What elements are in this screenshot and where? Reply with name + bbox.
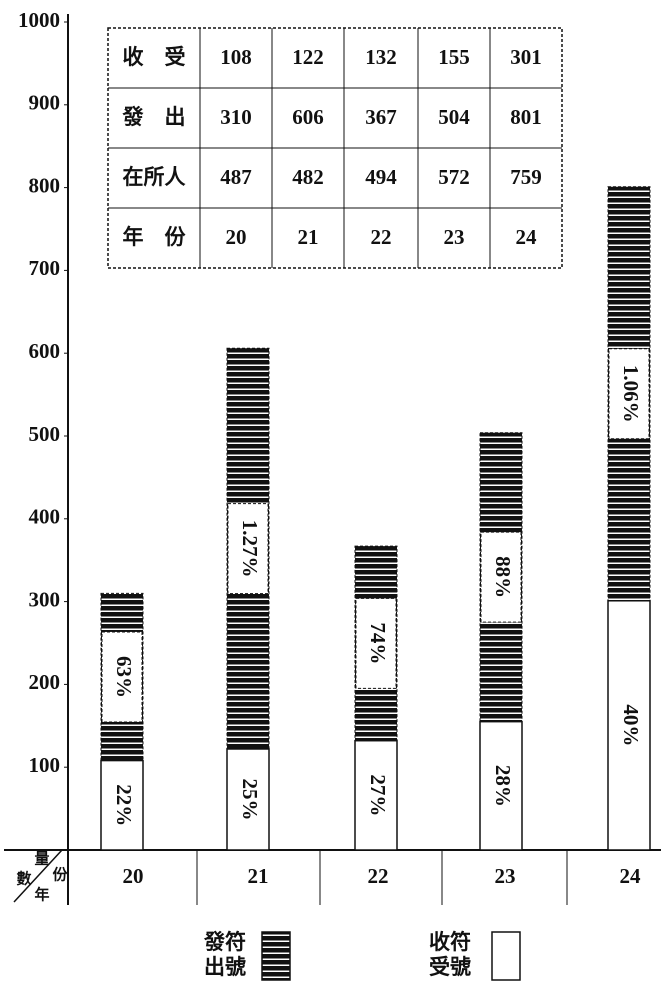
x-tick-label: 23 (495, 864, 516, 888)
ratio-label: 88% (491, 556, 515, 598)
y-tick-label: 700 (29, 256, 61, 280)
table-cell: 310 (220, 105, 252, 129)
bar (607, 600, 651, 851)
bar (479, 720, 523, 851)
table-cell: 759 (510, 165, 542, 189)
ratio-window (355, 597, 397, 689)
ratio-window (480, 531, 522, 623)
corner-label: 數 (16, 869, 31, 887)
y-tick-label: 600 (29, 339, 61, 363)
ratio-window (608, 348, 650, 440)
ratio-window (227, 503, 269, 595)
table-cell: 487 (220, 165, 252, 189)
y-tick-label: 100 (29, 753, 61, 777)
y-tick-label: 400 (29, 505, 61, 529)
ratio-label: 1.06% (619, 365, 643, 423)
table-row-header: 在所人 (123, 165, 186, 189)
table-cell: 24 (516, 225, 538, 249)
legend-label: 受號 (429, 955, 471, 979)
ratio-label: 40% (619, 704, 643, 746)
bar (226, 748, 270, 851)
table-cell: 122 (292, 45, 324, 69)
table-cell: 801 (510, 105, 542, 129)
ratio-label: 1.27% (238, 520, 262, 578)
legend-label: 出號 (204, 955, 246, 979)
table-cell: 504 (438, 105, 470, 129)
table-cell: 22 (371, 225, 392, 249)
x-tick-label: 20 (123, 864, 144, 888)
x-tick-label: 21 (248, 864, 269, 888)
table-cell: 301 (510, 45, 542, 69)
x-tick-label: 24 (620, 864, 642, 888)
y-tick-label: 200 (29, 670, 61, 694)
y-tick-label: 500 (29, 422, 61, 446)
legend-swatch (491, 931, 521, 981)
corner-diagonal (13, 849, 63, 903)
table-cell: 482 (292, 165, 324, 189)
table-row-header: 發 出 (122, 105, 186, 129)
table-cell: 108 (220, 45, 252, 69)
ratio-label: 74% (366, 622, 390, 664)
bar (354, 739, 398, 851)
y-tick-label: 800 (29, 173, 61, 197)
table-row-header: 收 受 (123, 45, 186, 69)
ratio-label: 25% (238, 778, 262, 820)
legend-label: 收符 (429, 930, 471, 954)
table-cell: 494 (365, 165, 397, 189)
legend-swatch (261, 931, 291, 981)
ratio-label: 27% (366, 774, 390, 816)
y-tick-label: 1000 (18, 8, 60, 32)
table-row-header: 年 份 (123, 225, 187, 249)
corner-label: 份 (52, 865, 68, 883)
legend-label: 發符 (203, 930, 246, 954)
bar (100, 759, 144, 851)
ratio-label: 22% (112, 784, 136, 826)
x-tick-label: 22 (368, 864, 389, 888)
y-tick-label: 300 (29, 587, 61, 611)
table-cell: 23 (444, 225, 465, 249)
table-cell: 606 (292, 105, 324, 129)
table-cell: 572 (438, 165, 470, 189)
ratio-window (101, 631, 143, 723)
table-cell: 20 (226, 225, 247, 249)
table-cell: 21 (298, 225, 319, 249)
table-cell: 155 (438, 45, 470, 69)
ratio-label: 63% (112, 656, 136, 698)
ratio-label: 28% (491, 765, 515, 807)
table-cell: 367 (365, 105, 397, 129)
table-cell: 132 (365, 45, 397, 69)
corner-label: 量 (34, 850, 49, 867)
corner-label: 年 (34, 885, 49, 903)
y-tick-label: 900 (29, 91, 61, 115)
